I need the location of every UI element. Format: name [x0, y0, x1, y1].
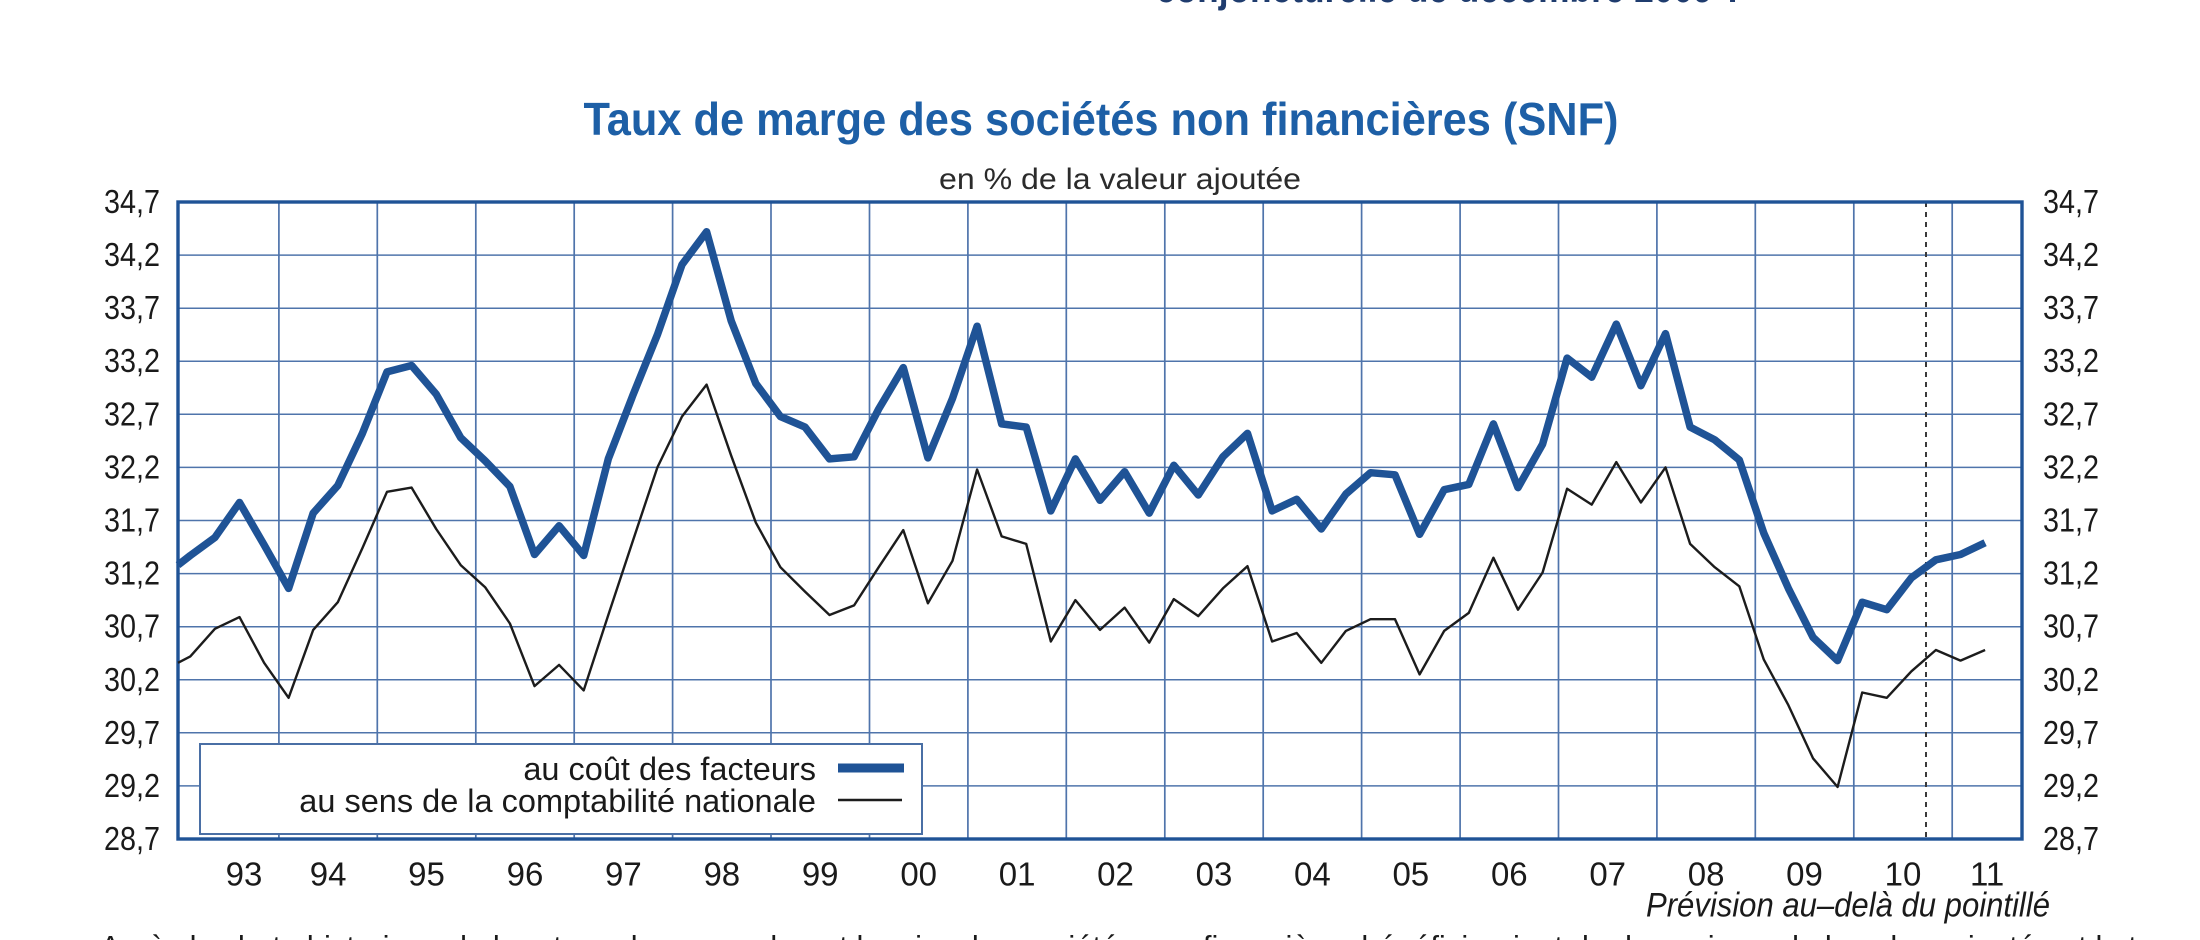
svg-text:32,2: 32,2: [104, 448, 160, 485]
svg-text:au sens de la comptabilité nat: au sens de la comptabilité nationale: [299, 783, 816, 819]
svg-text:95: 95: [408, 856, 445, 893]
svg-text:34,2: 34,2: [104, 236, 160, 273]
svg-text:33,7: 33,7: [104, 289, 160, 326]
svg-text:08: 08: [1688, 856, 1725, 893]
svg-text:29,2: 29,2: [2043, 767, 2099, 804]
svg-text:31,2: 31,2: [2043, 555, 2099, 592]
svg-text:32,2: 32,2: [2043, 448, 2099, 485]
svg-text:31,2: 31,2: [104, 555, 160, 592]
svg-text:30,2: 30,2: [2043, 661, 2099, 698]
svg-text:99: 99: [802, 856, 839, 893]
svg-text:Taux de marge des sociétés non: Taux de marge des sociétés non financièr…: [584, 93, 1619, 145]
svg-text:29,2: 29,2: [104, 767, 160, 804]
svg-text:97: 97: [605, 856, 642, 893]
svg-text:33,2: 33,2: [2043, 342, 2099, 379]
svg-text:31,7: 31,7: [104, 502, 160, 539]
svg-text:30,2: 30,2: [104, 661, 160, 698]
svg-text:29,7: 29,7: [2043, 714, 2099, 751]
svg-text:02: 02: [1097, 856, 1134, 893]
svg-text:28,7: 28,7: [2043, 820, 2099, 857]
svg-text:04: 04: [1294, 856, 1331, 893]
svg-text:34,2: 34,2: [2043, 236, 2099, 273]
svg-text:29,7: 29,7: [104, 714, 160, 751]
svg-text:31,7: 31,7: [2043, 502, 2099, 539]
svg-text:07: 07: [1589, 856, 1626, 893]
svg-text:94: 94: [310, 856, 347, 893]
svg-text:34,7: 34,7: [104, 183, 160, 220]
svg-text:au coût des facteurs: au coût des facteurs: [523, 751, 816, 787]
svg-text:03: 03: [1196, 856, 1233, 893]
svg-text:11: 11: [1970, 856, 2004, 893]
svg-text:en % de la valeur ajoutée: en % de la valeur ajoutée: [939, 163, 1301, 196]
svg-text:10: 10: [1885, 856, 1922, 893]
svg-text:98: 98: [703, 856, 740, 893]
svg-text:06: 06: [1491, 856, 1528, 893]
svg-text:05: 05: [1392, 856, 1429, 893]
svg-text:09: 09: [1786, 856, 1823, 893]
svg-text:28,7: 28,7: [104, 820, 160, 857]
svg-text:33,2: 33,2: [104, 342, 160, 379]
svg-text:conjoncturelle de décembre 200: conjoncturelle de décembre 2009 ?: [1156, 0, 1744, 11]
svg-text:Après la chute historique de l: Après la chute historique de leur taux d…: [100, 929, 2200, 940]
svg-text:00: 00: [900, 856, 937, 893]
svg-text:01: 01: [999, 856, 1036, 893]
svg-text:30,7: 30,7: [104, 608, 160, 645]
svg-text:32,7: 32,7: [2043, 395, 2099, 432]
svg-text:32,7: 32,7: [104, 395, 160, 432]
svg-text:96: 96: [507, 856, 544, 893]
svg-text:30,7: 30,7: [2043, 608, 2099, 645]
svg-text:33,7: 33,7: [2043, 289, 2099, 326]
svg-text:34,7: 34,7: [2043, 183, 2099, 220]
svg-text:Prévision au–delà du pointillé: Prévision au–delà du pointillé: [1646, 887, 2050, 925]
svg-text:93: 93: [226, 856, 263, 893]
